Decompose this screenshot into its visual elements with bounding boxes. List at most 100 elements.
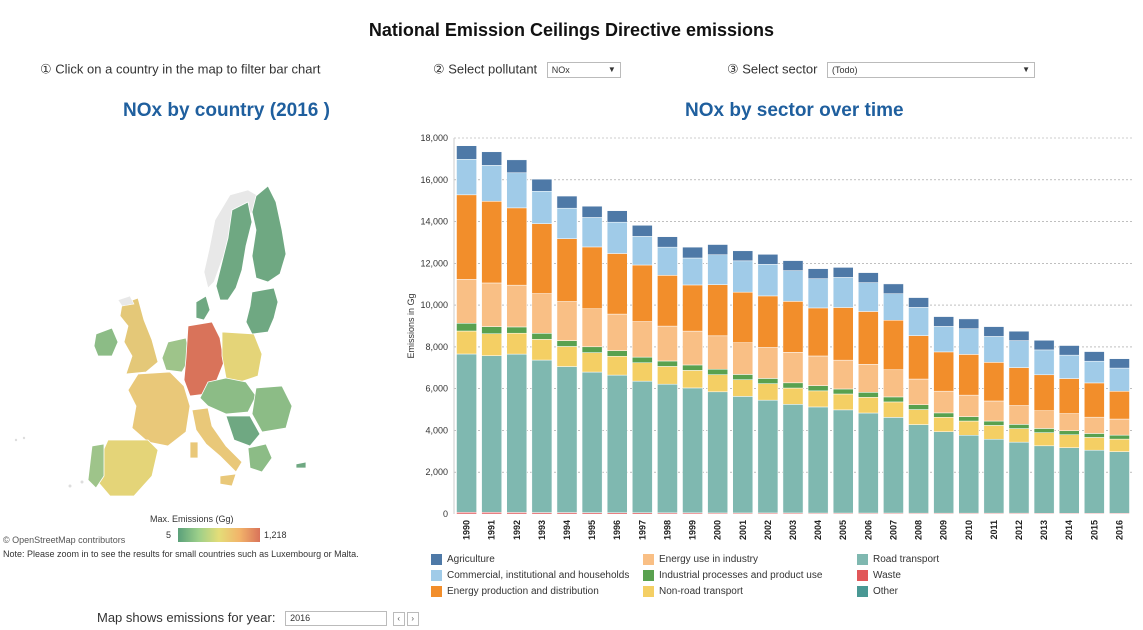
year-prev-button[interactable]: ‹ — [392, 611, 405, 626]
bar-segment[interactable] — [1084, 360, 1105, 384]
bar-segment[interactable] — [581, 205, 603, 218]
bar-segment[interactable] — [581, 346, 603, 353]
bar-segment[interactable] — [933, 326, 954, 353]
map-country-spain[interactable] — [97, 439, 159, 497]
legend-item[interactable]: Other — [857, 586, 898, 597]
bar-segment[interactable] — [456, 512, 477, 515]
bar-segment[interactable] — [481, 201, 502, 284]
bar-segment[interactable] — [1033, 340, 1055, 351]
bar-segment[interactable] — [933, 316, 954, 327]
pollutant-select[interactable]: NOx ▼ — [546, 61, 621, 78]
bar-segment[interactable] — [732, 396, 754, 514]
bar-segment[interactable] — [632, 356, 653, 364]
bar-segment[interactable] — [1084, 382, 1105, 418]
legend-item[interactable]: Energy use in industry — [643, 554, 758, 565]
bar-segment[interactable] — [707, 284, 728, 337]
bar-segment[interactable] — [908, 409, 929, 425]
bar-segment[interactable] — [732, 291, 754, 343]
bar-segment[interactable] — [807, 307, 829, 357]
bar-segment[interactable] — [782, 387, 804, 405]
bar-segment[interactable] — [606, 253, 628, 315]
bar-segment[interactable] — [958, 354, 980, 396]
bar-segment[interactable] — [782, 404, 804, 514]
bar-segment[interactable] — [657, 325, 678, 362]
bar-segment[interactable] — [506, 353, 528, 513]
bar-segment[interactable] — [757, 383, 779, 401]
bar-segment[interactable] — [481, 333, 502, 356]
bar-segment[interactable] — [606, 356, 628, 376]
bar-segment[interactable] — [481, 512, 502, 515]
bar-segment[interactable] — [1033, 428, 1055, 433]
bar-segment[interactable] — [933, 412, 954, 418]
bar-segment[interactable] — [632, 225, 653, 237]
bar-segment[interactable] — [832, 409, 854, 514]
bar-segment[interactable] — [556, 346, 578, 367]
bar-segment[interactable] — [456, 145, 477, 160]
map-country-baltics[interactable] — [245, 287, 279, 335]
bar-segment[interactable] — [858, 392, 879, 398]
map-country-uk[interactable] — [119, 297, 159, 375]
bar-segment[interactable] — [456, 159, 477, 196]
bar-segment[interactable] — [908, 378, 929, 406]
map-country-portugal[interactable] — [87, 443, 105, 489]
bar-segment[interactable] — [983, 420, 1005, 426]
bar-segment[interactable] — [832, 393, 854, 411]
map-country-finland[interactable] — [251, 185, 287, 283]
bar-segment[interactable] — [556, 366, 578, 513]
bar-segment[interactable] — [782, 301, 804, 353]
bar-segment[interactable] — [883, 320, 904, 371]
bar-segment[interactable] — [657, 275, 678, 327]
bar-segment[interactable] — [782, 352, 804, 384]
bar-segment[interactable] — [581, 371, 603, 513]
bar-segment[interactable] — [531, 293, 553, 334]
map-country-poland[interactable] — [221, 331, 263, 383]
bar-segment[interactable] — [983, 400, 1005, 422]
bar-segment[interactable] — [732, 250, 754, 262]
bar-segment[interactable] — [908, 424, 929, 514]
bar-segment[interactable] — [1008, 428, 1030, 443]
bar-segment[interactable] — [807, 268, 829, 279]
map-country-denmark[interactable] — [195, 295, 211, 321]
bar-segment[interactable] — [1109, 358, 1130, 369]
bar-segment[interactable] — [732, 260, 754, 293]
bar-segment[interactable] — [757, 347, 779, 379]
map-country-france[interactable] — [127, 371, 191, 447]
legend-item[interactable]: Industrial processes and product use — [643, 570, 822, 581]
bar-segment[interactable] — [632, 321, 653, 358]
bar-segment[interactable] — [983, 362, 1005, 402]
bar-segment[interactable] — [531, 191, 553, 224]
bar-segment[interactable] — [556, 238, 578, 302]
bar-segment[interactable] — [606, 210, 628, 223]
bar-segment[interactable] — [983, 438, 1005, 514]
bar-segment[interactable] — [506, 207, 528, 286]
bar-segment[interactable] — [958, 394, 980, 417]
legend-item[interactable]: Commercial, institutional and households — [431, 570, 629, 581]
year-next-button[interactable]: › — [406, 611, 419, 626]
bar-segment[interactable] — [858, 272, 879, 283]
bar-segment[interactable] — [958, 328, 980, 355]
bar-segment[interactable] — [531, 339, 553, 361]
bar-segment[interactable] — [858, 311, 879, 365]
bar-segment[interactable] — [682, 370, 703, 389]
legend-item[interactable]: Non-road transport — [643, 586, 743, 597]
map-country-sicily[interactable] — [219, 473, 237, 487]
map-country-greece[interactable] — [247, 443, 273, 473]
bar-segment[interactable] — [858, 397, 879, 414]
bar-segment[interactable] — [456, 323, 477, 332]
bar-segment[interactable] — [933, 351, 954, 392]
bar-segment[interactable] — [556, 301, 578, 341]
bar-segment[interactable] — [1084, 351, 1105, 362]
europe-map[interactable] — [0, 150, 330, 510]
bar-segment[interactable] — [858, 364, 879, 393]
bar-segment[interactable] — [908, 335, 929, 380]
bar-segment[interactable] — [657, 246, 678, 276]
bar-segment[interactable] — [858, 412, 879, 514]
bar-segment[interactable] — [707, 368, 728, 375]
legend-item[interactable]: Agriculture — [431, 554, 495, 565]
bar-segment[interactable] — [481, 282, 502, 327]
bar-segment[interactable] — [1109, 418, 1130, 436]
bar-segment[interactable] — [506, 159, 528, 174]
bar-segment[interactable] — [1084, 437, 1105, 451]
bar-segment[interactable] — [807, 355, 829, 386]
bar-segment[interactable] — [958, 420, 980, 436]
